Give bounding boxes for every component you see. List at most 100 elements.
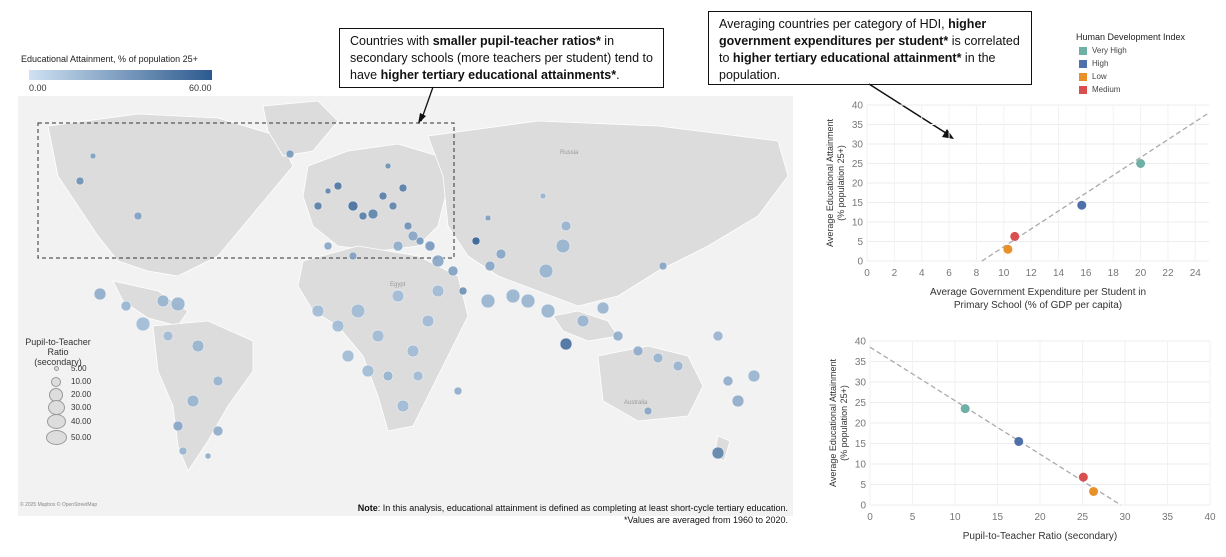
- country-dot[interactable]: [652, 352, 664, 364]
- country-dot[interactable]: [612, 330, 624, 342]
- country-dot[interactable]: [89, 152, 97, 160]
- hdi-legend-item[interactable]: Very High: [1079, 44, 1185, 57]
- country-dot[interactable]: [135, 316, 151, 332]
- country-dot[interactable]: [75, 176, 85, 186]
- country-dot[interactable]: [560, 220, 572, 232]
- country-dot[interactable]: [421, 314, 435, 328]
- scatter-point-very-high[interactable]: [960, 404, 970, 414]
- scatter-point-medium[interactable]: [1010, 231, 1020, 241]
- country-dot[interactable]: [407, 230, 419, 242]
- country-dot[interactable]: [378, 191, 388, 201]
- country-dot[interactable]: [204, 452, 212, 460]
- country-dot[interactable]: [398, 183, 408, 193]
- country-dot[interactable]: [403, 221, 413, 231]
- country-dot[interactable]: [391, 289, 405, 303]
- country-dot[interactable]: [348, 251, 358, 261]
- country-dot[interactable]: [156, 294, 170, 308]
- country-dot[interactable]: [722, 375, 734, 387]
- country-dot[interactable]: [643, 406, 653, 416]
- country-dot[interactable]: [311, 304, 325, 318]
- country-dot[interactable]: [388, 201, 398, 211]
- country-dot[interactable]: [484, 214, 492, 222]
- country-dot[interactable]: [406, 344, 420, 358]
- country-dot[interactable]: [331, 319, 345, 333]
- country-dot[interactable]: [371, 329, 385, 343]
- annot-right-part: is correlated to: [719, 34, 1020, 65]
- country-dot[interactable]: [133, 211, 143, 221]
- country-dot[interactable]: [212, 375, 224, 387]
- country-dot[interactable]: [384, 162, 392, 170]
- country-dot[interactable]: [324, 187, 332, 195]
- country-dot[interactable]: [731, 394, 745, 408]
- country-dot[interactable]: [333, 181, 343, 191]
- country-dot[interactable]: [285, 149, 295, 159]
- scatter-point-medium[interactable]: [1078, 472, 1088, 482]
- hdi-legend-title: Human Development Index: [1076, 32, 1186, 42]
- country-dot[interactable]: [505, 288, 521, 304]
- country-dot[interactable]: [632, 345, 644, 357]
- hdi-legend-item[interactable]: High: [1079, 57, 1185, 70]
- country-dot[interactable]: [313, 201, 323, 211]
- country-dot[interactable]: [415, 236, 425, 246]
- country-dot[interactable]: [186, 394, 200, 408]
- country-dot[interactable]: [323, 241, 333, 251]
- country-dot[interactable]: [172, 420, 184, 432]
- hdi-legend-item[interactable]: Medium: [1079, 83, 1185, 96]
- country-dot[interactable]: [191, 339, 205, 353]
- country-dot[interactable]: [170, 296, 186, 312]
- country-dot[interactable]: [396, 399, 410, 413]
- country-dot[interactable]: [412, 370, 424, 382]
- hdi-legend-item[interactable]: Low: [1079, 70, 1185, 83]
- country-dot[interactable]: [347, 200, 359, 212]
- scatter-point-low[interactable]: [1089, 486, 1099, 496]
- country-dot[interactable]: [424, 240, 436, 252]
- y-tick-label: 25: [852, 159, 864, 170]
- country-dot[interactable]: [367, 208, 379, 220]
- country-dot[interactable]: [596, 301, 610, 315]
- country-dot[interactable]: [484, 260, 496, 272]
- country-dot[interactable]: [540, 303, 556, 319]
- scatter-point-high[interactable]: [1077, 200, 1087, 210]
- country-dot[interactable]: [93, 287, 107, 301]
- scatter-point-low[interactable]: [1003, 244, 1013, 254]
- country-dot[interactable]: [712, 330, 724, 342]
- country-dot[interactable]: [178, 446, 188, 456]
- country-dot[interactable]: [162, 330, 174, 342]
- x-tick-label: 4: [919, 268, 925, 279]
- country-dot[interactable]: [361, 364, 375, 378]
- country-dot[interactable]: [480, 293, 496, 309]
- country-dot[interactable]: [555, 238, 571, 254]
- country-dot[interactable]: [212, 425, 224, 437]
- chart-ptr-vs-attainment[interactable]: 0 5 10 15 20 25 30 35 40 0 5 10 15 20 25 30 35 40 Pupil-to…: [815, 330, 1220, 552]
- size-legend-title: Pupil-to-Teacher Ratio (secondary): [22, 337, 94, 367]
- world-map[interactable]: Russia Egypt Australia: [18, 96, 793, 516]
- country-dot[interactable]: [382, 370, 394, 382]
- x-tick-label: 22: [1162, 268, 1174, 279]
- country-dot[interactable]: [711, 446, 725, 460]
- country-dot[interactable]: [538, 263, 554, 279]
- country-dot[interactable]: [520, 293, 536, 309]
- country-dot[interactable]: [458, 286, 468, 296]
- country-dot[interactable]: [350, 303, 366, 319]
- country-dot[interactable]: [495, 248, 507, 260]
- map-attribution[interactable]: © 2025 Mapbox © OpenStreetMap: [20, 502, 98, 508]
- country-dot[interactable]: [358, 211, 368, 221]
- scatter-point-high[interactable]: [1014, 436, 1024, 446]
- country-dot[interactable]: [341, 349, 355, 363]
- scatter-point-very-high[interactable]: [1136, 159, 1146, 168]
- country-dot[interactable]: [392, 240, 404, 252]
- country-dot[interactable]: [559, 337, 573, 351]
- country-dot[interactable]: [431, 284, 445, 298]
- country-dot[interactable]: [120, 300, 132, 312]
- country-dot[interactable]: [539, 192, 547, 200]
- country-dot[interactable]: [747, 369, 761, 383]
- y-tick-label: 10: [852, 218, 864, 229]
- country-dot[interactable]: [431, 254, 445, 268]
- country-dot[interactable]: [471, 236, 481, 246]
- country-dot[interactable]: [658, 261, 668, 271]
- country-dot[interactable]: [453, 386, 463, 396]
- country-dot[interactable]: [576, 314, 590, 328]
- country-dot[interactable]: [447, 265, 459, 277]
- country-dot[interactable]: [672, 360, 684, 372]
